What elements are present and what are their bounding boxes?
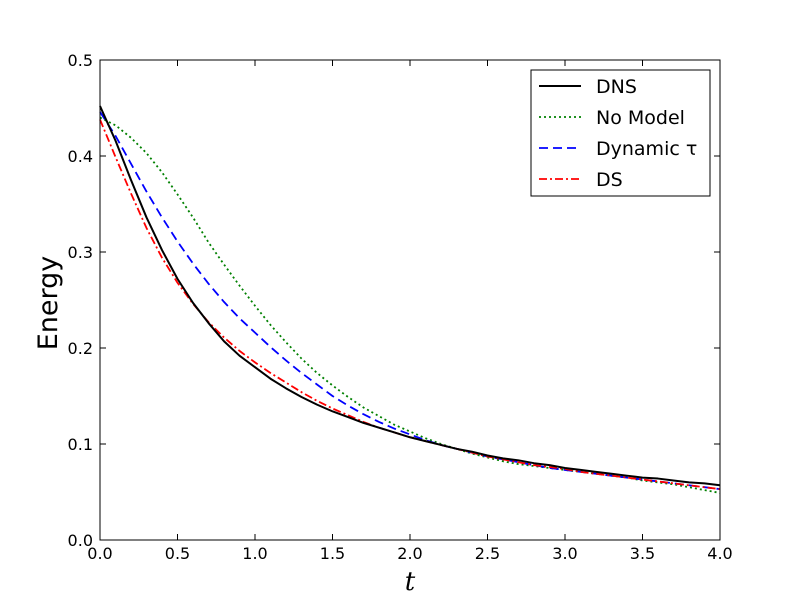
x-tick-label: 4.0 — [707, 544, 732, 563]
x-tick-label: 1.0 — [242, 544, 267, 563]
tick-layer: 0.0 0.5 1.0 1.5 2.0 2.5 3.0 3.5 4.0 0.0 0.1 0.2 0.3 0… — [68, 51, 733, 563]
x-tick-label: 1.5 — [320, 544, 345, 563]
y-tick-label: 0.4 — [68, 147, 93, 166]
y-axis-title: Energy — [33, 256, 64, 351]
legend: DNS No Model Dynamic τ DS — [530, 69, 711, 197]
y-tick-label: 0.3 — [68, 243, 93, 262]
series-layer — [99, 105, 721, 494]
x-tick-label: 3.0 — [552, 544, 577, 563]
plot-frame — [99, 59, 721, 541]
legend-label-no-model: No Model — [596, 107, 685, 129]
x-tick-label: 0.5 — [165, 544, 190, 563]
x-tick-label: 2.5 — [475, 544, 500, 563]
legend-box — [530, 69, 711, 197]
x-tick-label: 0.0 — [87, 544, 112, 563]
x-tick-label: 3.5 — [630, 544, 655, 563]
series-line-dns — [99, 105, 721, 487]
legend-label-ds: DS — [596, 169, 623, 191]
y-tick-label: 0.0 — [68, 531, 93, 550]
legend-label-dynamic: Dynamic τ — [596, 138, 697, 160]
y-tick-label: 0.1 — [68, 435, 93, 454]
y-tick-label: 0.2 — [68, 339, 93, 358]
y-tick-label: 0.5 — [68, 51, 93, 70]
x-axis-title: t — [405, 567, 416, 597]
x-tick-label: 2.0 — [397, 544, 422, 563]
legend-label-dns: DNS — [596, 76, 637, 98]
